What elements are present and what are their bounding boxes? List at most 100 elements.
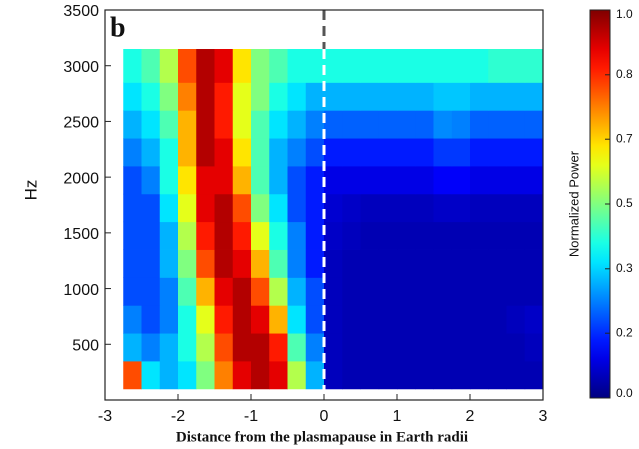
- heatmap-cell: [287, 82, 307, 111]
- heatmap-cell: [269, 82, 288, 111]
- x-tick-label: 0: [320, 408, 329, 425]
- heatmap-cell: [214, 361, 234, 390]
- y-tick-label: 2000: [63, 170, 99, 187]
- heatmap-cell: [488, 138, 507, 167]
- heatmap-cell: [342, 333, 361, 362]
- heatmap-cell: [470, 249, 489, 278]
- heatmap-cell: [433, 49, 453, 83]
- heatmap-cell: [269, 138, 288, 167]
- heatmap-cell: [123, 249, 142, 278]
- heatmap-cell: [451, 49, 471, 83]
- heatmap-cell: [415, 249, 434, 278]
- heatmap-cell: [451, 82, 471, 111]
- heatmap-cell: [397, 277, 416, 306]
- heatmap-cell: [196, 110, 215, 139]
- heatmap-cell: [214, 305, 234, 334]
- heatmap-cell: [488, 221, 507, 250]
- heatmap-cell: [232, 277, 252, 306]
- heatmap-cell: [524, 333, 544, 362]
- heatmap-cell: [506, 166, 526, 195]
- heatmap-cell: [159, 166, 179, 195]
- heatmap-cell: [397, 110, 416, 139]
- heatmap-cell: [378, 277, 398, 306]
- y-tick-label: 2500: [63, 115, 99, 132]
- heatmap-cell: [232, 138, 252, 167]
- heatmap-cell: [415, 110, 434, 139]
- heatmap-cell: [524, 138, 544, 167]
- heatmap-cell: [178, 110, 197, 139]
- heatmap-cell: [342, 361, 361, 390]
- heatmap-cell: [324, 193, 343, 223]
- heatmap-cell: [141, 110, 161, 139]
- heatmap-cell: [506, 361, 526, 390]
- heatmap-cell: [141, 361, 161, 390]
- heatmap-cell: [397, 361, 416, 390]
- heatmap-cell: [251, 361, 270, 390]
- heatmap-cell: [141, 49, 161, 83]
- x-tick-label: 3: [539, 408, 548, 425]
- heatmap-cell: [324, 221, 343, 250]
- heatmap-cell: [342, 110, 361, 139]
- heatmap-cell: [305, 110, 325, 139]
- heatmap-cell: [433, 82, 453, 111]
- heatmap-cell: [141, 305, 161, 334]
- heatmap-cell: [524, 166, 544, 195]
- heatmap-cell: [378, 138, 398, 167]
- heatmap-cell: [123, 305, 142, 334]
- heatmap-cell: [251, 249, 270, 278]
- heatmap-cell: [506, 82, 526, 111]
- heatmap-cell: [269, 249, 288, 278]
- heatmap-cell: [178, 49, 197, 83]
- heatmap-cell: [488, 110, 507, 139]
- heatmap-cell: [415, 305, 434, 334]
- heatmap-cell: [378, 249, 398, 278]
- heatmap-cell: [214, 333, 234, 362]
- heatmap-cell: [178, 305, 197, 334]
- heatmap-cell: [232, 49, 252, 83]
- heatmap-cell: [287, 49, 307, 83]
- heatmap-cell: [305, 221, 325, 250]
- heatmap-cell: [305, 166, 325, 195]
- heatmap-cell: [287, 361, 307, 390]
- heatmap-cell: [305, 277, 325, 306]
- heatmap-cell: [196, 193, 215, 223]
- heatmap-cell: [287, 249, 307, 278]
- x-tick-label: -2: [171, 408, 185, 425]
- heatmap-cell: [251, 138, 270, 167]
- heatmap-cell: [178, 333, 197, 362]
- colorbar-tick-label: 0.3: [616, 261, 633, 275]
- heatmap-cell: [470, 277, 489, 306]
- heatmap-cell: [251, 221, 270, 250]
- heatmap-cell: [196, 277, 215, 306]
- heatmap-cell: [269, 305, 288, 334]
- heatmap-cell: [196, 49, 215, 83]
- heatmap-cell: [324, 138, 343, 167]
- heatmap-cell: [269, 49, 288, 83]
- heatmap-cell: [415, 221, 434, 250]
- heatmap-cell: [415, 193, 434, 223]
- heatmap-cell: [524, 193, 544, 223]
- heatmap-cell: [524, 82, 544, 111]
- heatmap-cell: [324, 249, 343, 278]
- heatmap-cell: [123, 333, 142, 362]
- heatmap-cell: [214, 49, 234, 83]
- heatmap-cell: [232, 305, 252, 334]
- heatmap-cell: [141, 166, 161, 195]
- heatmap-cell: [123, 221, 142, 250]
- y-tick-label: 500: [72, 338, 99, 355]
- heatmap-cell: [378, 193, 398, 223]
- heatmap-cell: [123, 110, 142, 139]
- heatmap-cell: [251, 277, 270, 306]
- heatmap-cell: [451, 166, 471, 195]
- heatmap-cell: [451, 249, 471, 278]
- y-tick-label: 1000: [63, 282, 99, 299]
- heatmap-cell: [470, 333, 489, 362]
- heatmap-cell: [324, 277, 343, 306]
- heatmap-cell: [287, 333, 307, 362]
- heatmap-cell: [342, 166, 361, 195]
- colorbar-tick-label: 0.0: [616, 386, 633, 400]
- heatmap-cell: [324, 361, 343, 390]
- plot-frame: [104, 9, 544, 401]
- heatmap-cell: [470, 361, 489, 390]
